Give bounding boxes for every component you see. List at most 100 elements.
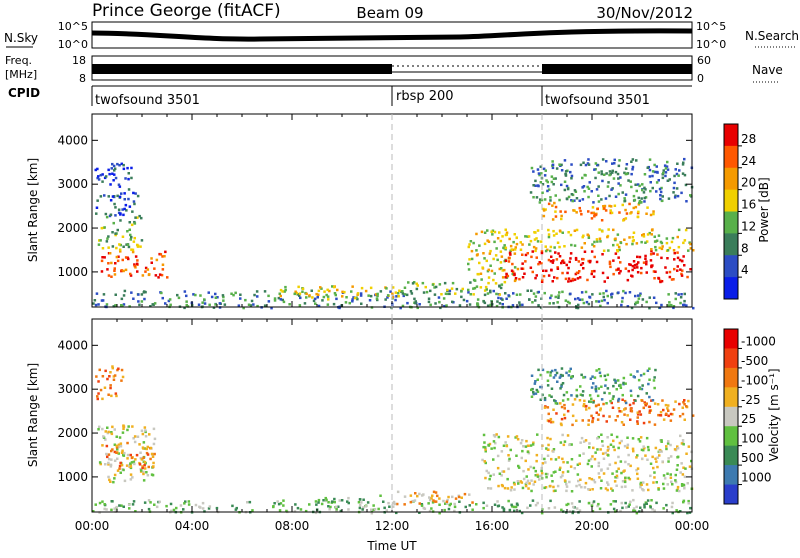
data-cell xyxy=(369,286,373,290)
data-cell xyxy=(557,456,561,459)
data-cell xyxy=(632,239,635,242)
data-cell xyxy=(296,293,299,296)
data-cell xyxy=(569,292,572,296)
data-cell xyxy=(115,444,118,448)
data-cell xyxy=(675,509,678,512)
data-cell xyxy=(613,158,616,162)
data-cell xyxy=(547,258,551,262)
data-cell xyxy=(556,267,560,270)
data-cell xyxy=(591,417,595,420)
data-cell xyxy=(314,511,318,515)
data-cell xyxy=(364,505,368,508)
data-cell xyxy=(340,499,344,502)
data-cell xyxy=(472,241,475,245)
data-cell xyxy=(539,398,542,401)
data-cell xyxy=(496,300,499,303)
data-cell xyxy=(558,163,561,166)
data-cell xyxy=(115,246,118,250)
data-cell xyxy=(121,449,124,452)
data-cell xyxy=(450,287,454,290)
data-cell xyxy=(619,176,622,179)
data-cell xyxy=(500,474,503,477)
data-cell xyxy=(505,231,509,234)
data-cell xyxy=(537,304,540,307)
data-cell xyxy=(551,261,555,264)
data-cell xyxy=(666,160,669,164)
data-cell xyxy=(551,218,555,221)
data-cell xyxy=(681,163,685,166)
data-cell xyxy=(531,301,534,304)
data-cell xyxy=(622,219,625,222)
data-cell xyxy=(623,444,627,448)
data-cell xyxy=(591,293,594,296)
data-cell xyxy=(652,270,656,273)
data-cell xyxy=(415,287,419,291)
data-cell xyxy=(593,240,596,244)
data-cell xyxy=(360,501,363,504)
data-cell xyxy=(542,167,546,171)
data-cell xyxy=(653,170,657,174)
data-cell xyxy=(597,185,600,188)
data-cell xyxy=(282,504,285,507)
data-cell xyxy=(96,176,99,180)
data-cell xyxy=(143,426,147,429)
data-cell xyxy=(575,197,579,200)
data-cell xyxy=(655,501,658,505)
data-cell xyxy=(648,405,652,409)
data-cell xyxy=(510,505,514,508)
data-cell xyxy=(571,199,574,203)
data-cell xyxy=(278,292,281,295)
data-cell xyxy=(666,249,670,252)
data-cell xyxy=(359,292,363,295)
data-cell xyxy=(600,433,603,436)
data-cell xyxy=(635,511,639,515)
data-cell xyxy=(145,447,148,451)
data-cell xyxy=(587,423,590,426)
data-cell xyxy=(552,302,555,305)
data-cell xyxy=(541,278,544,282)
data-cell xyxy=(511,272,514,276)
data-cell xyxy=(614,379,617,383)
data-cell xyxy=(135,262,139,266)
data-cell xyxy=(532,391,535,394)
data-cell xyxy=(389,290,392,293)
data-cell xyxy=(553,201,556,205)
data-cell xyxy=(587,459,591,462)
data-cell xyxy=(498,231,501,234)
data-cell xyxy=(237,304,241,307)
data-cell xyxy=(680,484,684,487)
data-cell xyxy=(615,484,618,487)
data-cell xyxy=(170,509,173,513)
data-cell xyxy=(636,215,640,219)
data-cell xyxy=(107,262,110,265)
data-cell xyxy=(413,297,416,301)
colorbar-tick-label: -100 xyxy=(741,373,768,387)
data-cell xyxy=(214,296,218,299)
data-cell xyxy=(118,164,121,167)
data-cell xyxy=(638,440,642,443)
data-cell xyxy=(315,292,318,296)
data-cell xyxy=(104,369,107,373)
data-cell xyxy=(605,420,608,423)
data-cell xyxy=(142,447,145,450)
data-cell xyxy=(96,395,99,398)
data-cell xyxy=(115,435,118,438)
data-cell xyxy=(515,293,519,296)
data-cell xyxy=(603,374,607,378)
data-cell xyxy=(565,485,569,488)
data-cell xyxy=(558,291,561,294)
data-cell xyxy=(547,412,550,416)
data-cell xyxy=(632,402,635,405)
data-cell xyxy=(653,240,657,243)
data-cell xyxy=(650,264,653,268)
data-cell xyxy=(566,461,569,464)
data-cell xyxy=(556,380,559,383)
data-cell xyxy=(392,505,395,508)
data-cell xyxy=(673,258,676,261)
data-cell xyxy=(674,400,677,403)
data-cell xyxy=(554,205,558,209)
data-cell xyxy=(685,304,688,307)
data-cell xyxy=(301,290,304,293)
data-cell xyxy=(207,507,211,510)
data-cell xyxy=(97,303,100,306)
